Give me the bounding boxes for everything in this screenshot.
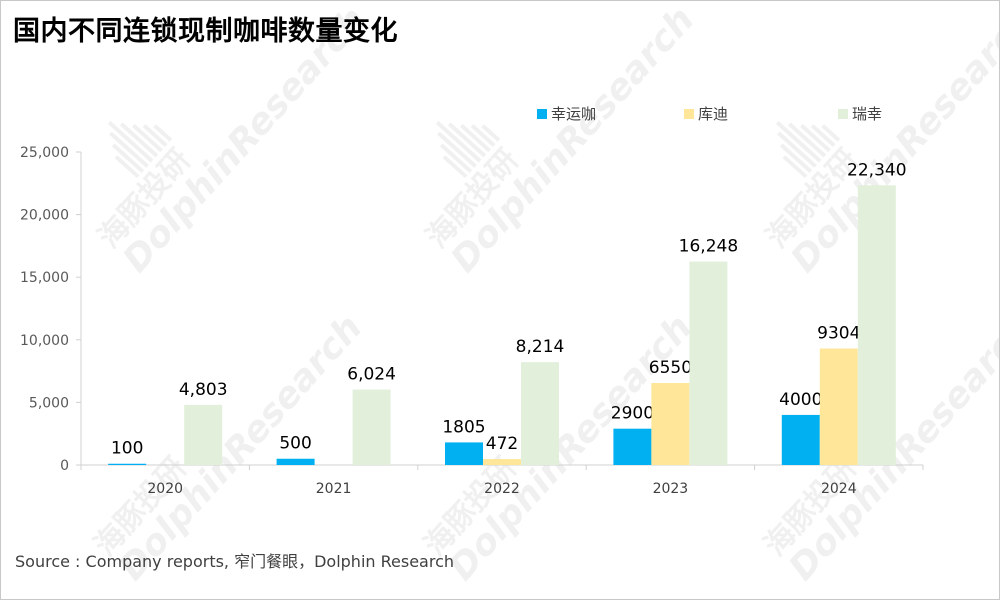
data-label: 4000 <box>779 390 822 410</box>
bar-幸运咖 <box>613 428 652 465</box>
data-label: 4,803 <box>179 380 228 400</box>
data-label: 22,340 <box>847 160 906 180</box>
data-label: 16,248 <box>679 237 738 257</box>
y-tick-label: 10,000 <box>20 333 69 349</box>
bar-幸运咖 <box>108 463 147 465</box>
bar-幸运咖 <box>781 414 820 465</box>
source-note: Source : Company reports, 窄门餐眼，Dolphin R… <box>15 552 455 571</box>
bar-幸运咖 <box>445 442 483 465</box>
bar-瑞幸 <box>521 362 559 465</box>
y-tick-label: 20,000 <box>20 208 69 224</box>
legend-label: 瑞幸 <box>852 105 882 123</box>
data-label: 1805 <box>442 417 485 437</box>
data-label: 472 <box>486 434 518 454</box>
x-tick-label: 2020 <box>147 481 183 497</box>
data-label: 2900 <box>611 404 654 424</box>
data-label: 6,024 <box>347 365 396 385</box>
x-tick-label: 2024 <box>821 481 857 497</box>
bar-库迪 <box>483 459 521 465</box>
legend-label: 幸运咖 <box>551 105 596 123</box>
bar-瑞幸 <box>857 185 896 465</box>
watermark: 海豚投研 DolphinResearch <box>92 1 374 280</box>
y-tick-label: 25,000 <box>20 145 69 161</box>
y-tick-label: 15,000 <box>20 270 69 286</box>
chart-title: 国内不同连锁现制咖啡数量变化 <box>13 16 398 47</box>
legend-swatch <box>838 109 848 119</box>
legend-swatch <box>684 109 694 119</box>
bar-库迪 <box>819 348 858 465</box>
data-label: 500 <box>279 434 311 454</box>
bar-库迪 <box>651 382 690 465</box>
data-label: 9304 <box>817 324 860 344</box>
y-tick-label: 0 <box>60 458 69 474</box>
y-tick-label: 5,000 <box>29 395 69 411</box>
bar-瑞幸 <box>689 261 728 465</box>
bar-幸运咖 <box>276 458 315 465</box>
data-label: 6550 <box>649 358 692 378</box>
bar-瑞幸 <box>184 404 223 465</box>
legend-swatch <box>537 109 547 119</box>
bar-瑞幸 <box>352 389 391 465</box>
x-tick-label: 2023 <box>653 481 689 497</box>
legend-label: 库迪 <box>698 105 728 123</box>
data-label: 100 <box>111 439 143 459</box>
data-label: 8,214 <box>516 337 565 357</box>
x-tick-label: 2022 <box>484 481 520 497</box>
watermark: 海豚投研 DolphinResearch <box>420 1 702 280</box>
x-tick-label: 2021 <box>316 481 352 497</box>
watermark: 海豚投研 DolphinResearch <box>760 1 999 280</box>
